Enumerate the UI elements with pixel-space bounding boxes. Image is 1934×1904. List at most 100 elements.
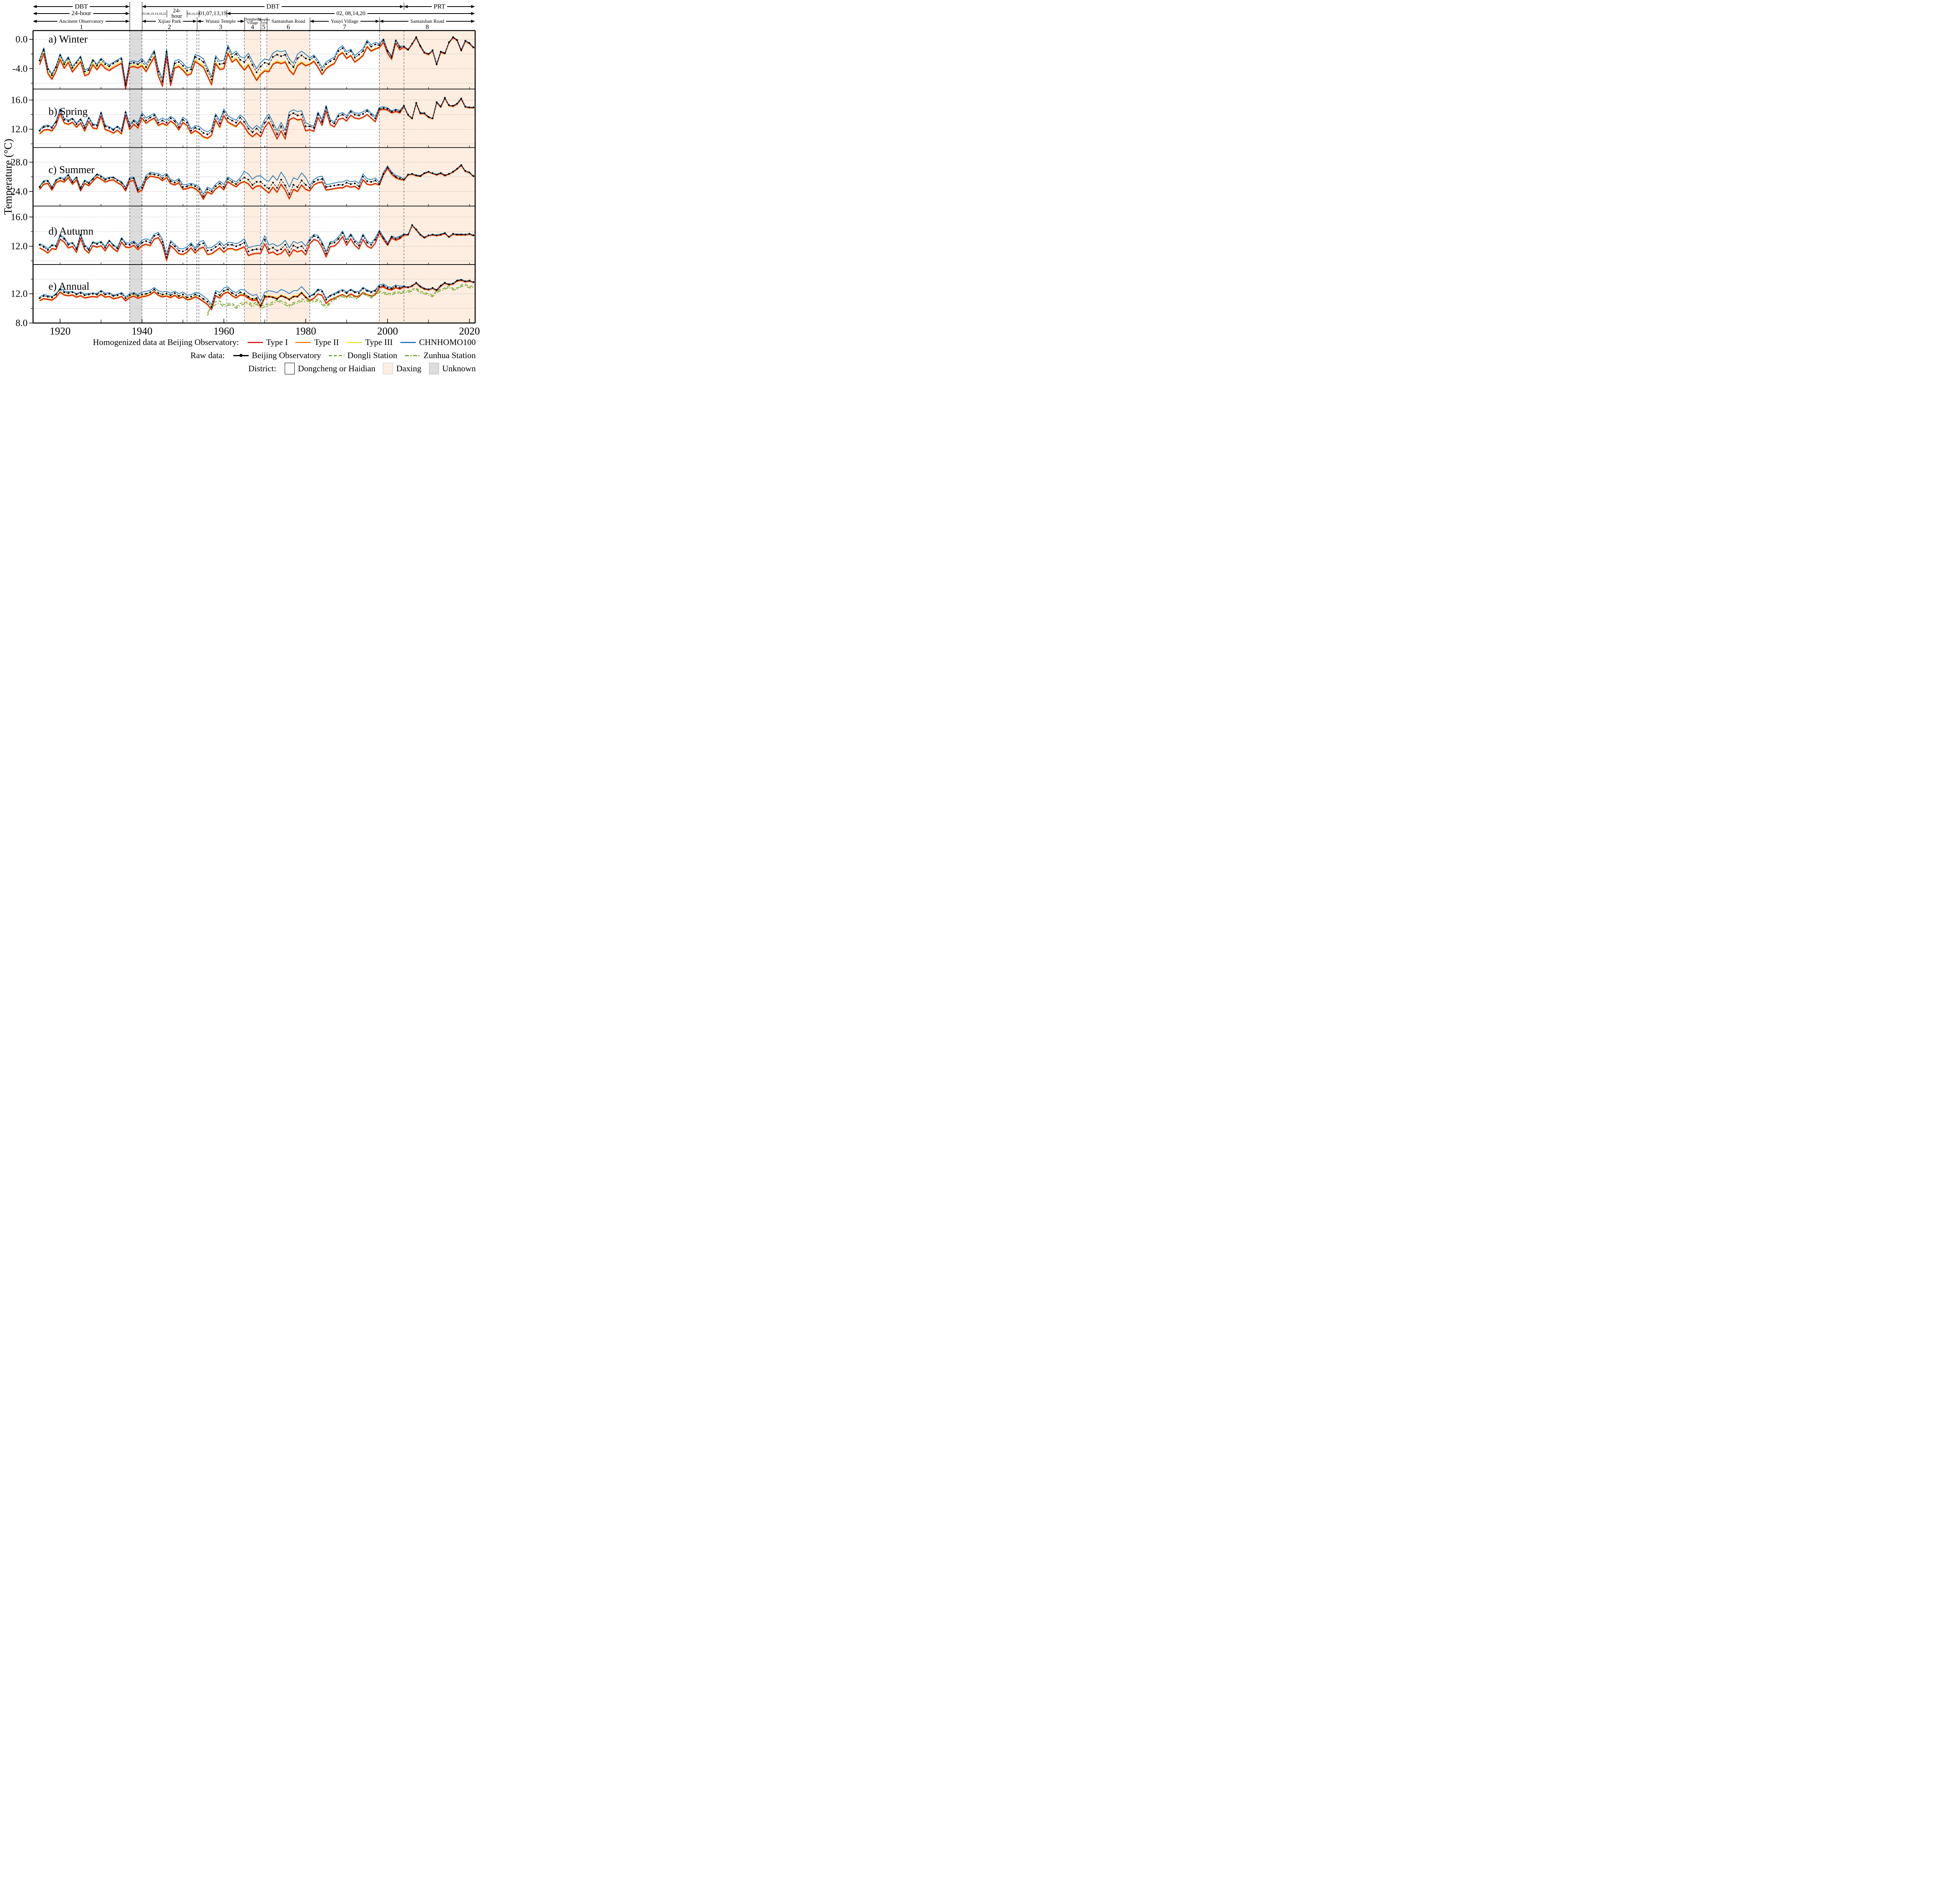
series-chnhomo100-line (39, 97, 474, 132)
raw-data-point (411, 43, 413, 45)
raw-data-point (182, 250, 184, 253)
raw-data-point (407, 286, 409, 288)
raw-data-point (190, 68, 192, 70)
legend-row: District: Dongcheng or Haidian Daxing Unkno… (248, 363, 476, 374)
raw-data-point (145, 240, 147, 242)
arrow-line (37, 6, 73, 7)
raw-data-point (391, 111, 393, 113)
raw-data-point (227, 288, 229, 290)
raw-data-point (219, 243, 221, 245)
raw-data-point (112, 244, 114, 247)
raw-data-point (313, 294, 315, 295)
raw-data-point (403, 179, 405, 181)
raw-data-point (264, 61, 266, 64)
x-tick-label: 2020 (459, 325, 480, 337)
raw-data-point (84, 127, 86, 129)
legend-entry-label: Type I (266, 337, 288, 347)
raw-data-point (423, 112, 425, 114)
raw-data-point (268, 63, 270, 65)
raw-data-point (362, 235, 364, 237)
raw-data-point (149, 291, 151, 294)
raw-data-point (243, 176, 245, 179)
raw-data-point (280, 179, 282, 181)
raw-data-point (231, 120, 233, 121)
raw-data-point (194, 56, 196, 58)
arrow-right-icon (240, 20, 244, 23)
raw-data-point (440, 51, 442, 53)
raw-data-point (386, 50, 389, 52)
raw-data-point (260, 65, 262, 67)
raw-data-point (423, 172, 425, 174)
raw-data-point (337, 184, 340, 186)
header-segment-label: 08,14,20 (187, 11, 199, 15)
raw-data-point (182, 65, 184, 67)
y-tick-label: 28.0 (11, 157, 28, 167)
raw-data-point (333, 122, 335, 125)
raw-data-point (223, 290, 225, 292)
raw-data-point (386, 166, 389, 168)
arrow-line (237, 21, 241, 22)
raw-data-point (383, 237, 384, 239)
raw-data-point (342, 232, 343, 234)
raw-data-point (223, 248, 225, 249)
raw-data-point (296, 114, 299, 116)
x-tick-label: 1980 (295, 325, 316, 337)
raw-data-point (116, 179, 118, 181)
legend-entry-label: Beijing Observatory (251, 350, 321, 360)
raw-data-point (190, 244, 192, 246)
header-segment: Santaishan Road (267, 18, 310, 24)
raw-data-point (133, 120, 135, 122)
header-segment: Youyi Village (309, 18, 379, 24)
raw-data-point (96, 243, 98, 245)
raw-data-point (407, 174, 409, 176)
raw-data-point (337, 238, 340, 240)
header-segment-label: Youyi Village (331, 18, 359, 24)
raw-data-point (235, 53, 237, 55)
raw-data-point (423, 236, 425, 239)
raw-data-point (157, 70, 159, 73)
raw-data-point (436, 234, 438, 236)
y-axis-title: Temperature (°C) (2, 138, 14, 215)
raw-data-point (141, 187, 143, 189)
raw-data-point (354, 56, 356, 59)
raw-data-point (137, 63, 139, 65)
raw-data-point (231, 292, 233, 294)
raw-data-point (63, 291, 65, 294)
raw-data-point (71, 67, 73, 69)
raw-data-point (345, 53, 348, 55)
raw-data-point (448, 283, 450, 285)
raw-data-point (251, 184, 254, 186)
raw-data-point (366, 41, 368, 43)
raw-data-point (59, 235, 61, 237)
arrow-left-icon (142, 20, 146, 23)
raw-data-point (391, 288, 393, 290)
raw-data-point (145, 293, 147, 295)
raw-data-point (456, 39, 458, 41)
raw-data-point (153, 51, 155, 54)
raw-data-point (227, 244, 229, 246)
raw-data-point (460, 234, 462, 236)
raw-data-point (292, 112, 294, 114)
raw-data-point (39, 60, 41, 61)
series-raw-beijing-line (39, 279, 474, 307)
site-number: 3 (219, 23, 222, 31)
raw-data-point (276, 298, 278, 300)
raw-data-point (215, 246, 217, 248)
raw-data-point (219, 122, 221, 125)
raw-data-point (239, 116, 241, 119)
raw-data-point (345, 116, 348, 119)
raw-data-point (141, 60, 143, 62)
raw-data-point (55, 294, 57, 295)
raw-data-point (472, 106, 475, 108)
arrow-left-icon (33, 20, 37, 23)
raw-data-point (112, 62, 114, 65)
raw-data-point (354, 291, 356, 294)
raw-data-point (149, 59, 151, 61)
raw-data-point (210, 130, 213, 133)
arrow-right-icon (471, 5, 475, 8)
panel-label: a) Winter (48, 33, 87, 45)
arrow-line (90, 6, 126, 7)
raw-data-point (362, 176, 364, 178)
y-tick-label: 12.0 (11, 289, 28, 299)
raw-data-point (333, 294, 335, 295)
